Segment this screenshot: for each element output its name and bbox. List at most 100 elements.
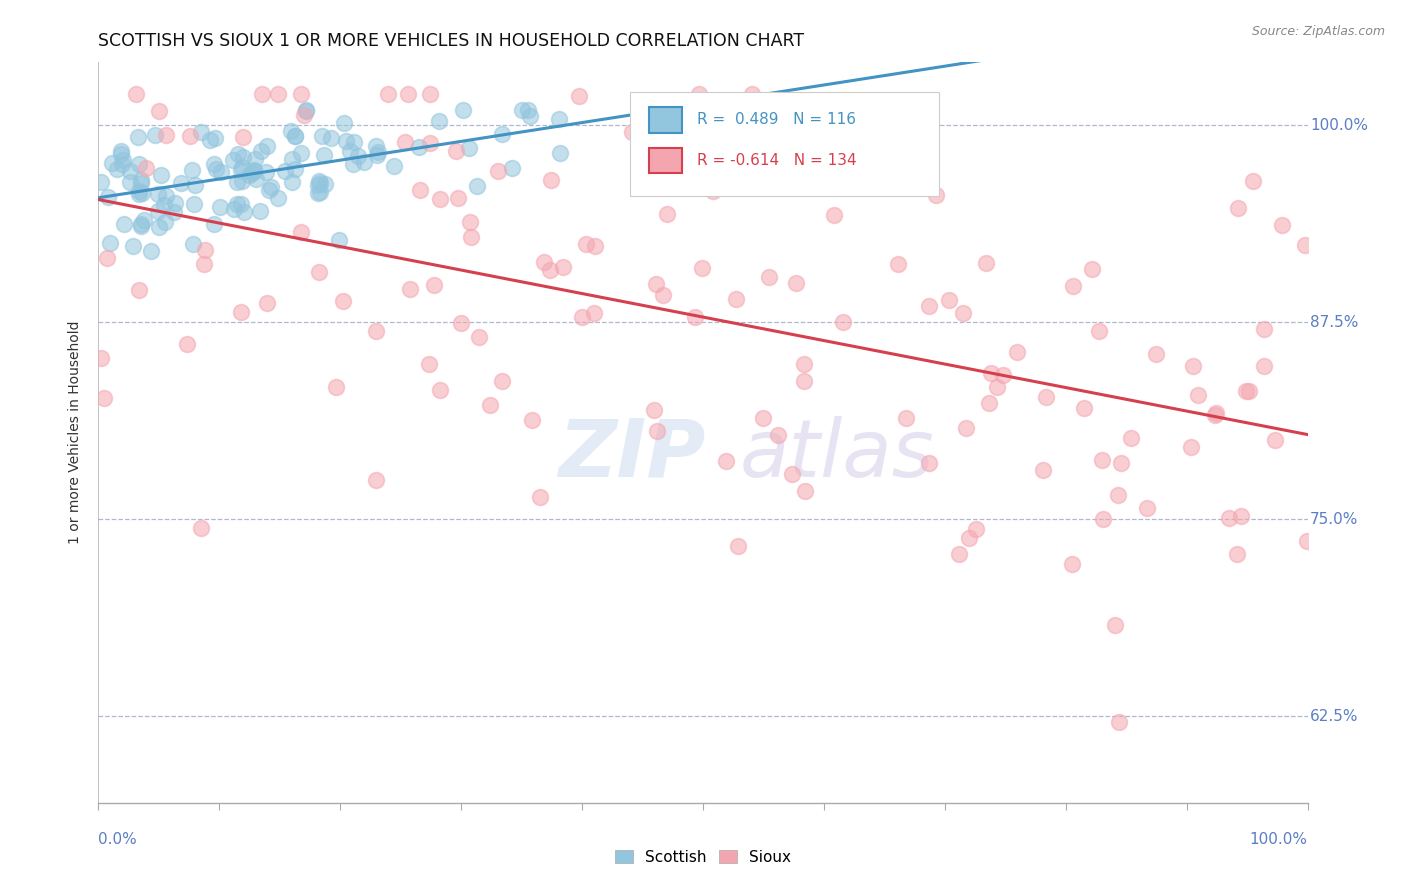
Point	[325, 380, 347, 394]
Point	[793, 374, 815, 388]
Point	[714, 454, 737, 468]
Point	[516, 103, 538, 117]
Point	[396, 87, 419, 101]
Point	[155, 128, 177, 142]
Point	[267, 87, 290, 101]
Point	[181, 237, 204, 252]
Point	[720, 99, 742, 113]
Point	[1107, 488, 1129, 502]
Point	[974, 255, 997, 269]
Point	[986, 380, 1008, 394]
Point	[780, 467, 803, 481]
Point	[1295, 534, 1317, 549]
Point	[1119, 431, 1142, 445]
Point	[205, 162, 228, 177]
Point	[688, 87, 710, 101]
Point	[240, 166, 263, 180]
Point	[659, 103, 682, 117]
Point	[1241, 173, 1264, 187]
Point	[1205, 406, 1227, 420]
Point	[408, 140, 430, 154]
Point	[741, 87, 763, 101]
Point	[468, 330, 491, 344]
Point	[114, 217, 136, 231]
Point	[307, 186, 329, 201]
Point	[128, 186, 150, 201]
Point	[657, 207, 679, 221]
Point	[1104, 618, 1126, 632]
Point	[1226, 547, 1249, 561]
Point	[918, 457, 941, 471]
Point	[193, 243, 215, 257]
Point	[957, 531, 980, 545]
Point	[110, 144, 132, 158]
Point	[284, 162, 307, 177]
Point	[725, 293, 748, 307]
Point	[444, 145, 467, 159]
Point	[785, 276, 807, 290]
Point	[394, 135, 416, 149]
Point	[143, 128, 166, 142]
Point	[991, 368, 1014, 383]
Point	[93, 392, 115, 406]
Text: R = -0.614   N = 134: R = -0.614 N = 134	[697, 153, 856, 168]
Point	[163, 195, 186, 210]
Point	[366, 148, 388, 162]
Point	[146, 187, 169, 202]
Text: ZIP: ZIP	[558, 416, 706, 494]
Point	[1032, 463, 1054, 477]
Point	[1182, 359, 1205, 373]
Point	[180, 163, 202, 178]
Point	[111, 153, 134, 167]
Point	[295, 103, 318, 117]
Point	[335, 134, 357, 148]
Point	[1073, 401, 1095, 415]
Point	[222, 153, 245, 168]
Point	[460, 230, 482, 244]
Point	[105, 162, 128, 177]
Point	[314, 177, 336, 191]
Point	[366, 324, 388, 338]
Point	[342, 156, 364, 170]
Point	[292, 108, 315, 122]
Point	[367, 145, 389, 160]
Point	[309, 176, 332, 190]
Point	[163, 205, 186, 219]
Point	[366, 139, 388, 153]
Point	[179, 128, 201, 143]
Point	[529, 490, 551, 504]
Text: 0.0%: 0.0%	[98, 832, 138, 847]
Point	[353, 154, 375, 169]
Point	[131, 219, 153, 233]
Point	[1237, 384, 1260, 398]
Point	[245, 172, 267, 186]
Point	[332, 294, 354, 309]
Text: 62.5%: 62.5%	[1310, 708, 1358, 723]
Point	[965, 522, 987, 536]
Point	[451, 103, 474, 117]
Point	[190, 521, 212, 535]
Point	[309, 185, 332, 199]
Point	[519, 109, 541, 123]
Point	[1187, 388, 1209, 402]
Point	[418, 136, 440, 150]
Point	[501, 161, 523, 176]
Point	[1234, 384, 1257, 399]
Point	[1227, 201, 1250, 215]
Point	[200, 133, 222, 147]
Point	[955, 421, 977, 435]
Point	[254, 165, 277, 179]
Point	[311, 128, 333, 143]
Point	[690, 260, 713, 275]
FancyBboxPatch shape	[630, 92, 939, 195]
Point	[148, 220, 170, 235]
FancyBboxPatch shape	[648, 107, 682, 133]
Point	[676, 126, 699, 140]
Point	[312, 148, 335, 162]
Point	[249, 203, 271, 218]
Point	[128, 283, 150, 297]
Point	[419, 87, 441, 101]
Point	[1109, 457, 1132, 471]
Point	[491, 127, 513, 141]
Point	[96, 190, 118, 204]
